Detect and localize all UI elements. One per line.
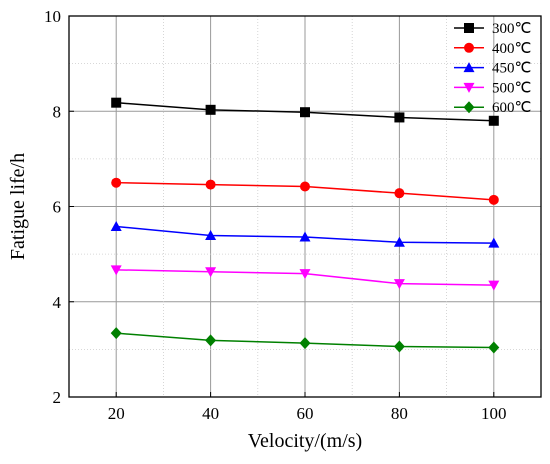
legend-label: 600℃ [492, 100, 531, 116]
x-tick-label: 20 [108, 404, 125, 423]
data-point [488, 115, 499, 126]
legend-marker [463, 101, 475, 114]
data-point [205, 104, 216, 115]
legend-label: 400℃ [492, 41, 531, 57]
data-point [393, 236, 405, 247]
data-point [110, 265, 122, 276]
axis-ticks: 20 40 60 80 100 2 4 6 8 10 [44, 7, 507, 423]
series-group [110, 97, 500, 354]
y-tick-label: 8 [53, 102, 62, 121]
y-tick-label: 6 [53, 198, 62, 217]
data-point [111, 177, 122, 188]
data-point [393, 340, 405, 353]
legend-item: 600℃ [454, 100, 531, 116]
x-tick-label: 60 [297, 404, 314, 423]
y-tick-label: 10 [44, 7, 61, 26]
data-point [394, 112, 405, 123]
legend-item: 400℃ [454, 41, 531, 57]
legend-marker [464, 23, 474, 33]
x-tick-label: 100 [481, 404, 507, 423]
series [110, 221, 500, 248]
data-point [394, 188, 405, 199]
series [110, 327, 500, 354]
data-point [488, 280, 500, 291]
legend-marker [463, 82, 475, 93]
data-point [110, 221, 122, 232]
data-point [393, 279, 405, 290]
legend-item: 300℃ [454, 21, 531, 37]
legend-marker [464, 42, 474, 53]
data-point [110, 327, 122, 340]
x-tick-label: 40 [202, 404, 219, 423]
data-point [488, 237, 500, 248]
data-point [300, 181, 310, 192]
data-point [205, 334, 217, 347]
series [111, 97, 499, 126]
y-tick-label: 4 [53, 293, 62, 312]
legend-label: 300℃ [492, 21, 531, 37]
y-axis-title: Fatigue life/h [7, 153, 29, 260]
legend-item: 450℃ [454, 61, 531, 77]
legend-label: 500℃ [492, 80, 531, 96]
data-point [205, 179, 216, 190]
series [111, 177, 499, 205]
x-tick-label: 80 [391, 404, 408, 423]
legend-label: 450℃ [492, 61, 531, 77]
data-point [205, 267, 217, 278]
data-point [488, 341, 500, 354]
data-point [299, 269, 311, 280]
data-point [488, 194, 499, 205]
legend-item: 500℃ [454, 80, 531, 96]
data-point [111, 97, 122, 108]
data-point [299, 337, 311, 350]
data-point [300, 107, 310, 118]
legend-marker [463, 62, 475, 73]
series [110, 265, 500, 291]
x-axis-title: Velocity/(m/s) [248, 430, 362, 452]
data-point [205, 230, 217, 241]
y-tick-label: 2 [53, 388, 62, 407]
legend: 300℃ 400℃ 450℃ 500℃ 600℃ [454, 21, 531, 116]
data-point [299, 231, 311, 242]
